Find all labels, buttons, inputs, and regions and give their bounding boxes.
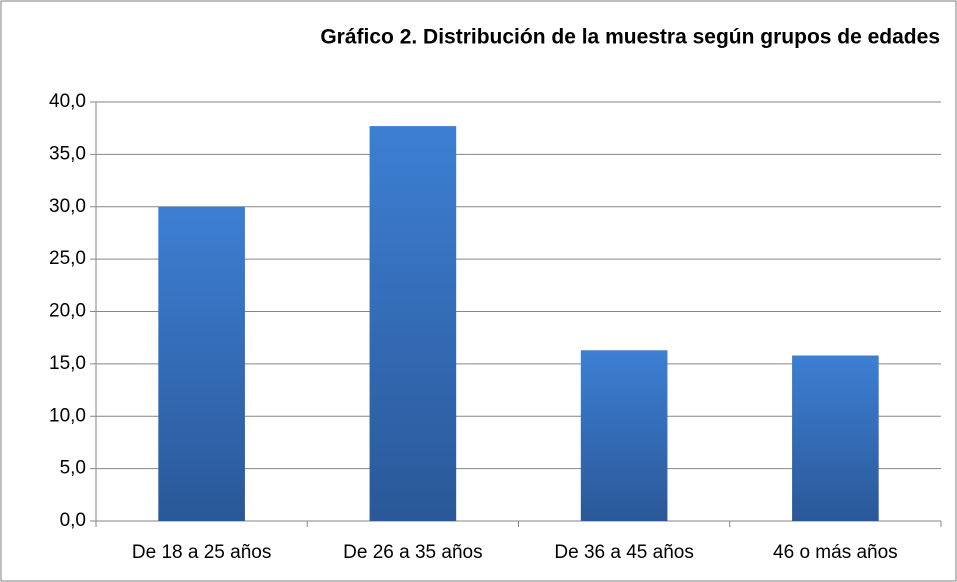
y-tick-label: 30,0	[49, 196, 86, 217]
y-tick-label: 15,0	[49, 353, 86, 374]
bar	[158, 206, 245, 521]
bar	[580, 350, 668, 521]
x-tick-label: De 18 a 25 años	[132, 542, 271, 563]
chart-title: Gráfico 2. Distribución de la muestra se…	[320, 26, 940, 49]
y-tick-label: 20,0	[49, 301, 86, 322]
y-tick-label: 10,0	[49, 405, 86, 426]
x-tick-label: De 36 a 45 años	[554, 542, 693, 563]
bar	[369, 126, 457, 521]
x-tick-label: 46 o más años	[773, 542, 898, 563]
y-tick-label: 0,0	[60, 510, 86, 531]
y-tick-label: 40,0	[49, 91, 86, 112]
bar	[792, 355, 879, 521]
y-tick-label: 35,0	[49, 143, 86, 164]
x-tick-label: De 26 a 35 años	[343, 542, 482, 563]
y-tick-label: 25,0	[49, 248, 86, 269]
y-tick-label: 5,0	[60, 458, 86, 479]
